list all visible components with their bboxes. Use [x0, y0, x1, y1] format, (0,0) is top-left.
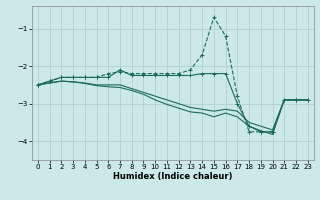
X-axis label: Humidex (Indice chaleur): Humidex (Indice chaleur): [113, 172, 233, 181]
